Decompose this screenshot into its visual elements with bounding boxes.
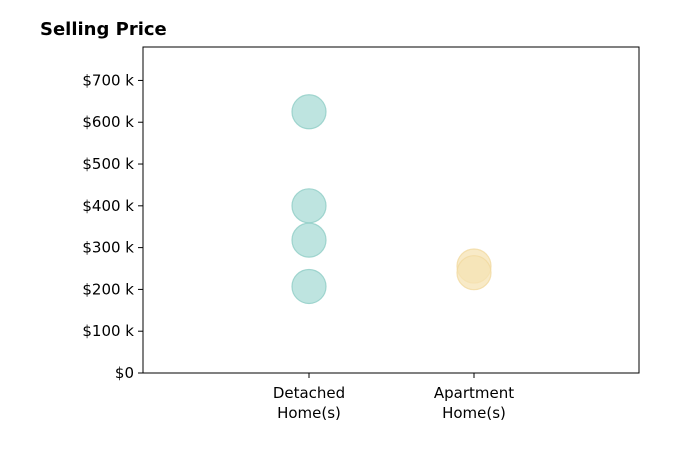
data-point bbox=[456, 255, 492, 291]
y-tick-label: $700 k bbox=[82, 71, 134, 89]
y-tick-label: $300 k bbox=[82, 239, 134, 257]
y-tick-label: $600 k bbox=[82, 113, 134, 131]
x-tick-label: Home(s) bbox=[277, 404, 341, 422]
chart-title: Selling Price bbox=[40, 19, 167, 40]
data-point bbox=[291, 222, 327, 258]
y-tick-label: $500 k bbox=[82, 155, 134, 173]
x-tick-label: Detached bbox=[273, 384, 345, 402]
y-tick-label: $400 k bbox=[82, 197, 134, 215]
y-tick-label: $100 k bbox=[82, 322, 134, 340]
data-point bbox=[291, 188, 327, 224]
x-tick-label: Apartment bbox=[434, 384, 514, 402]
y-tick-label: $200 k bbox=[82, 280, 134, 298]
plot-frame bbox=[142, 46, 640, 374]
x-axis: Detached Home(s) Apartment Home(s) bbox=[273, 373, 514, 422]
data-point bbox=[291, 94, 327, 130]
y-axis: $0 $100 k $200 k $300 k $400 k $500 k $600 k $7… bbox=[82, 71, 143, 382]
data-point bbox=[291, 268, 327, 305]
data-points bbox=[291, 94, 492, 305]
x-tick-label: Home(s) bbox=[442, 404, 506, 422]
y-tick-label: $0 bbox=[115, 364, 134, 382]
